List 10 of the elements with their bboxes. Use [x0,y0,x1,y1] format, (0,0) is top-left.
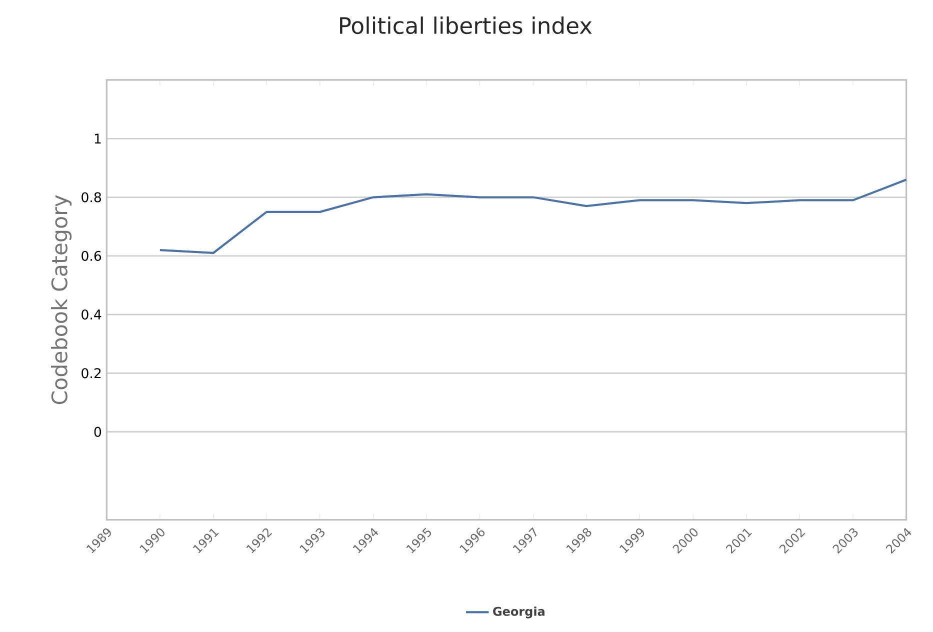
chart-title: Political liberties index [340,16,592,34]
line-series [158,178,906,254]
y-tick-label: 0 [94,426,102,437]
y-tick-label: 0.6 [82,250,102,262]
y-tick-label: 0.8 [82,192,102,202]
y-tick-label: 0.2 [82,368,101,378]
y-axis-title: Codebook Category [50,195,72,404]
y-tick-label: 1 [94,134,101,144]
legend-label: Georgia [493,606,544,618]
y-tick-label: 0.4 [82,310,102,320]
